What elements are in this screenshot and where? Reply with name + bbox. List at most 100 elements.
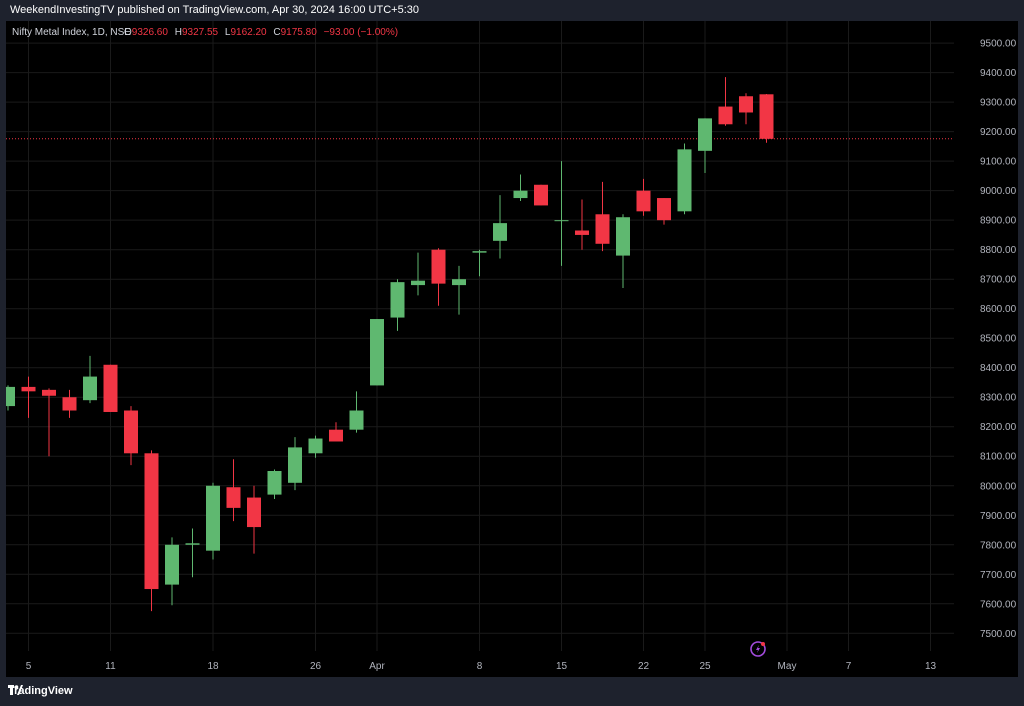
candle-body bbox=[226, 487, 241, 508]
candle[interactable] bbox=[288, 437, 302, 491]
price-tick-label: 9400.00 bbox=[980, 68, 1017, 79]
low-label: L bbox=[225, 27, 231, 38]
candle[interactable] bbox=[247, 485, 261, 554]
candle-body bbox=[575, 230, 589, 235]
candle[interactable] bbox=[472, 249, 487, 277]
close-value: 9175.80 bbox=[281, 27, 318, 38]
footer-bar: TradingView bbox=[0, 677, 1024, 706]
candle-body bbox=[42, 389, 56, 396]
candle[interactable] bbox=[226, 459, 241, 522]
candle[interactable] bbox=[452, 265, 466, 315]
candle-body bbox=[452, 279, 466, 286]
price-tick-label: 7600.00 bbox=[980, 599, 1017, 610]
candle[interactable] bbox=[42, 388, 56, 457]
close-label: C bbox=[273, 27, 280, 38]
candle-body bbox=[144, 453, 159, 590]
candle-body bbox=[206, 485, 220, 551]
time-tick-label: 5 bbox=[26, 661, 32, 672]
candle[interactable] bbox=[103, 364, 118, 412]
candle[interactable] bbox=[759, 94, 774, 143]
legend-ohlc: O9326.60 H9327.55 L9162.20 C9175.80 −93.… bbox=[124, 27, 398, 38]
candle[interactable] bbox=[6, 385, 15, 411]
candle[interactable] bbox=[185, 528, 200, 578]
candle-body bbox=[103, 364, 118, 412]
candle[interactable] bbox=[411, 252, 425, 296]
candle[interactable] bbox=[349, 391, 364, 433]
candle[interactable] bbox=[739, 93, 753, 125]
candle-body bbox=[554, 220, 569, 222]
time-tick-label: 22 bbox=[638, 661, 650, 672]
candle[interactable] bbox=[83, 355, 97, 404]
candle-body bbox=[472, 251, 487, 253]
candle[interactable] bbox=[124, 406, 138, 466]
candle[interactable] bbox=[657, 198, 671, 225]
price-tick-label: 8900.00 bbox=[980, 216, 1017, 227]
candle-body bbox=[21, 386, 36, 392]
candle[interactable] bbox=[554, 161, 569, 266]
candle-body bbox=[513, 190, 528, 199]
price-tick-label: 9000.00 bbox=[980, 186, 1017, 197]
candle-body bbox=[636, 190, 651, 212]
price-tick-label: 8500.00 bbox=[980, 334, 1017, 345]
chart-area[interactable]: 7500.00 7600.00 7700.00 7800.00 7900.00 8000.… bbox=[6, 21, 1018, 677]
time-tick-label: Apr bbox=[369, 661, 385, 672]
candle[interactable] bbox=[390, 279, 405, 331]
lightning-icon[interactable] bbox=[750, 641, 766, 657]
price-tick-label: 7700.00 bbox=[980, 570, 1017, 581]
candle-body bbox=[739, 96, 753, 113]
candle-body bbox=[677, 149, 692, 212]
candle[interactable] bbox=[575, 199, 589, 250]
time-tick-label: 13 bbox=[925, 661, 937, 672]
candle-body bbox=[62, 397, 77, 411]
candle[interactable] bbox=[308, 435, 323, 458]
time-tick-label: 25 bbox=[699, 661, 711, 672]
price-tick-label: 7800.00 bbox=[980, 540, 1017, 551]
time-tick-label: 26 bbox=[310, 661, 322, 672]
candle-body bbox=[493, 223, 507, 241]
candle-body bbox=[698, 118, 712, 151]
price-tick-label: 9200.00 bbox=[980, 127, 1017, 138]
candle[interactable] bbox=[329, 422, 343, 442]
high-value: 9327.55 bbox=[182, 27, 219, 38]
open-value: 9326.60 bbox=[132, 27, 169, 38]
candle-body bbox=[657, 198, 671, 221]
candle-body bbox=[6, 386, 15, 407]
change-value: −93.00 (−1.00%) bbox=[324, 27, 399, 38]
candle[interactable] bbox=[165, 537, 179, 606]
time-tick-label: 15 bbox=[556, 661, 568, 672]
candle-body bbox=[247, 497, 261, 528]
price-tick-label: 8200.00 bbox=[980, 422, 1017, 433]
candle[interactable] bbox=[698, 118, 712, 173]
candlestick-chart[interactable]: 7500.00 7600.00 7700.00 7800.00 7900.00 8000.… bbox=[6, 21, 1018, 677]
candle-body bbox=[329, 429, 343, 442]
candle-body bbox=[431, 249, 446, 284]
price-axis[interactable]: 7500.00 7600.00 7700.00 7800.00 7900.00 8000.… bbox=[980, 39, 1017, 640]
candle[interactable] bbox=[636, 178, 651, 216]
price-tick-label: 9500.00 bbox=[980, 39, 1017, 50]
candle[interactable] bbox=[62, 389, 77, 418]
candle-body bbox=[185, 543, 200, 545]
candle[interactable] bbox=[534, 184, 548, 206]
candle[interactable] bbox=[493, 195, 507, 259]
brand-name: TradingView bbox=[8, 685, 73, 697]
candle[interactable] bbox=[370, 319, 384, 386]
time-tick-label: 7 bbox=[846, 661, 852, 672]
candle[interactable] bbox=[595, 181, 610, 252]
candle[interactable] bbox=[513, 174, 528, 201]
low-value: 9162.20 bbox=[230, 27, 267, 38]
candle[interactable] bbox=[431, 248, 446, 306]
candle[interactable] bbox=[206, 482, 220, 560]
candle-body bbox=[616, 217, 630, 256]
candle[interactable] bbox=[718, 77, 733, 126]
price-tick-label: 8700.00 bbox=[980, 275, 1017, 286]
candle[interactable] bbox=[677, 143, 692, 215]
price-tick-label: 7500.00 bbox=[980, 629, 1017, 640]
tradingview-logo[interactable]: TradingView bbox=[8, 685, 73, 697]
candle-body bbox=[370, 319, 384, 386]
candle[interactable] bbox=[616, 214, 630, 289]
candle[interactable] bbox=[21, 376, 36, 418]
candle[interactable] bbox=[267, 469, 282, 500]
time-tick-label: 18 bbox=[207, 661, 219, 672]
time-axis[interactable]: 5 11 18 26 Apr 8 15 22 25 May 7 13 bbox=[26, 661, 937, 672]
candle[interactable] bbox=[144, 450, 159, 612]
